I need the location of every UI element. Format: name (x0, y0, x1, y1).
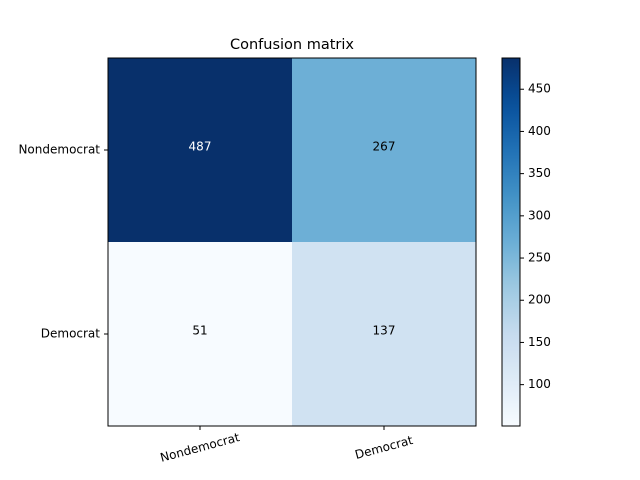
colorbar-tick-label: 300 (528, 208, 551, 222)
cell-value-label: 267 (373, 140, 396, 154)
colorbar-gradient (502, 58, 520, 426)
colorbar-tick-label: 250 (528, 251, 551, 265)
colorbar: 100 150 200 250 300 350 400 450 (501, 57, 551, 427)
heatmap-cell (108, 242, 292, 426)
colorbar-tick-label: 100 (528, 377, 551, 391)
cell-value-label: 137 (373, 324, 396, 338)
heatmap-cell (108, 58, 292, 242)
x-tick-label: Nondemocrat (159, 430, 242, 465)
colorbar-tick-label: 150 (528, 335, 551, 349)
heatmap-cell (292, 242, 476, 426)
plot-frame (107, 57, 477, 427)
colorbar-tick-label: 450 (528, 82, 551, 96)
x-tick-label: Democrat (353, 433, 414, 462)
heatmap-cell (292, 58, 476, 242)
y-tick-label: Nondemocrat (18, 143, 100, 157)
heatmap-cells (108, 58, 476, 426)
cell-value-label: 487 (189, 140, 212, 154)
colorbar-tick-label: 200 (528, 293, 551, 307)
cell-value-label: 51 (192, 324, 207, 338)
y-tick-label: Democrat (41, 327, 101, 341)
colorbar-tick-label: 400 (528, 124, 551, 138)
chart-title: Confusion matrix (230, 37, 354, 53)
colorbar-frame (501, 57, 521, 427)
colorbar-tick-label: 350 (528, 166, 551, 180)
cell-value-labels: 487 267 51 137 (189, 140, 396, 338)
